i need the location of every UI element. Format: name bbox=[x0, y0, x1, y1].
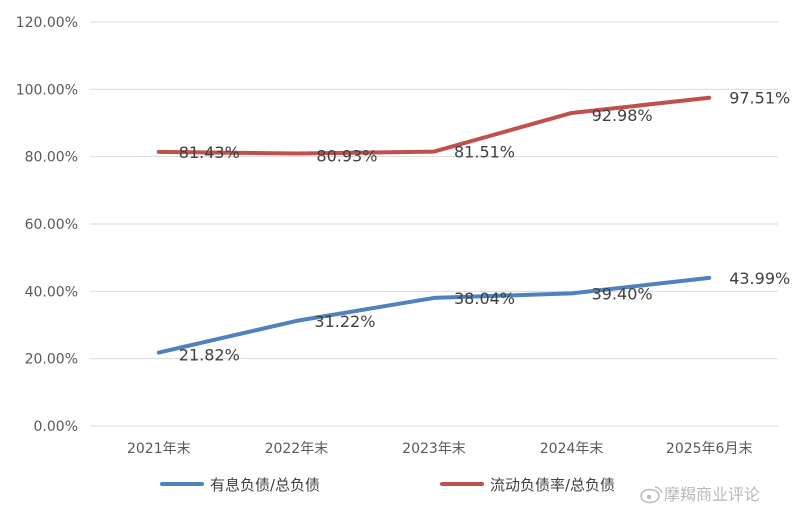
watermark: 摩羯商业评论 bbox=[640, 485, 760, 504]
data-label: 21.82% bbox=[179, 346, 240, 365]
data-label: 80.93% bbox=[316, 147, 377, 166]
x-tick-label: 2022年末 bbox=[265, 441, 329, 457]
legend: 有息负债/总负债 流动负债率/总负债 bbox=[160, 476, 615, 494]
weibo-icon bbox=[640, 486, 663, 504]
x-tick-label: 2025年6月末 bbox=[666, 441, 753, 457]
x-tick-label: 2023年末 bbox=[402, 441, 466, 457]
x-tick-label: 2024年末 bbox=[540, 441, 604, 457]
watermark-text: 摩羯商业评论 bbox=[664, 485, 760, 504]
data-label: 39.40% bbox=[592, 284, 653, 303]
data-label: 81.51% bbox=[454, 143, 515, 162]
y-axis: 0.00% 20.00% 40.00% 60.00% 80.00% 100.00% 120.… bbox=[16, 15, 78, 435]
y-tick-label: 40.00% bbox=[25, 284, 78, 300]
data-label: 31.22% bbox=[314, 312, 375, 331]
legend-label: 有息负债/总负债 bbox=[210, 476, 320, 494]
legend-label: 流动负债率/总负债 bbox=[490, 476, 615, 494]
y-tick-label: 0.00% bbox=[34, 419, 78, 435]
gridlines bbox=[90, 21, 778, 427]
series-lines bbox=[156, 95, 712, 355]
y-tick-label: 120.00% bbox=[16, 15, 78, 31]
y-tick-label: 20.00% bbox=[25, 352, 78, 368]
y-tick-label: 60.00% bbox=[25, 217, 78, 233]
data-labels: 21.82% 31.22% 38.04% 39.40% 43.99% 81.43% 80.9… bbox=[179, 89, 790, 365]
x-tick-label: 2021年末 bbox=[127, 441, 191, 457]
data-label: 97.51% bbox=[729, 89, 790, 108]
y-tick-label: 100.00% bbox=[16, 82, 78, 98]
y-tick-label: 80.00% bbox=[25, 150, 78, 166]
x-axis: 2021年末 2022年末 2023年末 2024年末 2025年6月末 bbox=[127, 441, 752, 457]
data-label: 81.43% bbox=[179, 143, 240, 162]
data-label: 38.04% bbox=[454, 289, 515, 308]
data-label: 92.98% bbox=[592, 106, 653, 125]
data-label: 43.99% bbox=[729, 269, 790, 288]
